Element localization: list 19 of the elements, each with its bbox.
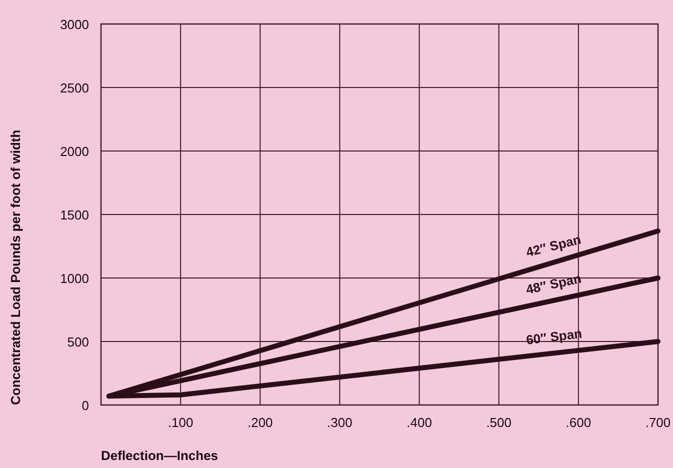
x-tick-label: .300 xyxy=(327,415,352,430)
x-tick-label: .500 xyxy=(486,415,512,430)
y-tick-label: 0 xyxy=(82,398,89,413)
x-axis-title: Deflection—Inches xyxy=(101,448,218,463)
y-tick-label: 2500 xyxy=(60,80,89,96)
x-tick-label: .100 xyxy=(168,415,194,430)
x-tick-label: .400 xyxy=(406,415,432,430)
text: 42″ Span xyxy=(524,232,583,260)
y-tick-label: 1000 xyxy=(60,271,89,286)
x-tick-label: .700 xyxy=(645,415,671,430)
text: 48″ Span xyxy=(524,270,583,298)
x-tick-label: .600 xyxy=(566,415,592,430)
x-tick-label: .200 xyxy=(247,415,273,430)
y-tick-label: 1500 xyxy=(60,208,89,222)
y-tick-label: 2000 xyxy=(60,144,89,159)
text: 60″ Span xyxy=(525,326,583,348)
y-tick-label: 3000 xyxy=(60,17,89,32)
y-axis-title: Concentrated Load Pounds per foot of width xyxy=(8,130,23,405)
y-tick-label: 500 xyxy=(67,334,89,350)
